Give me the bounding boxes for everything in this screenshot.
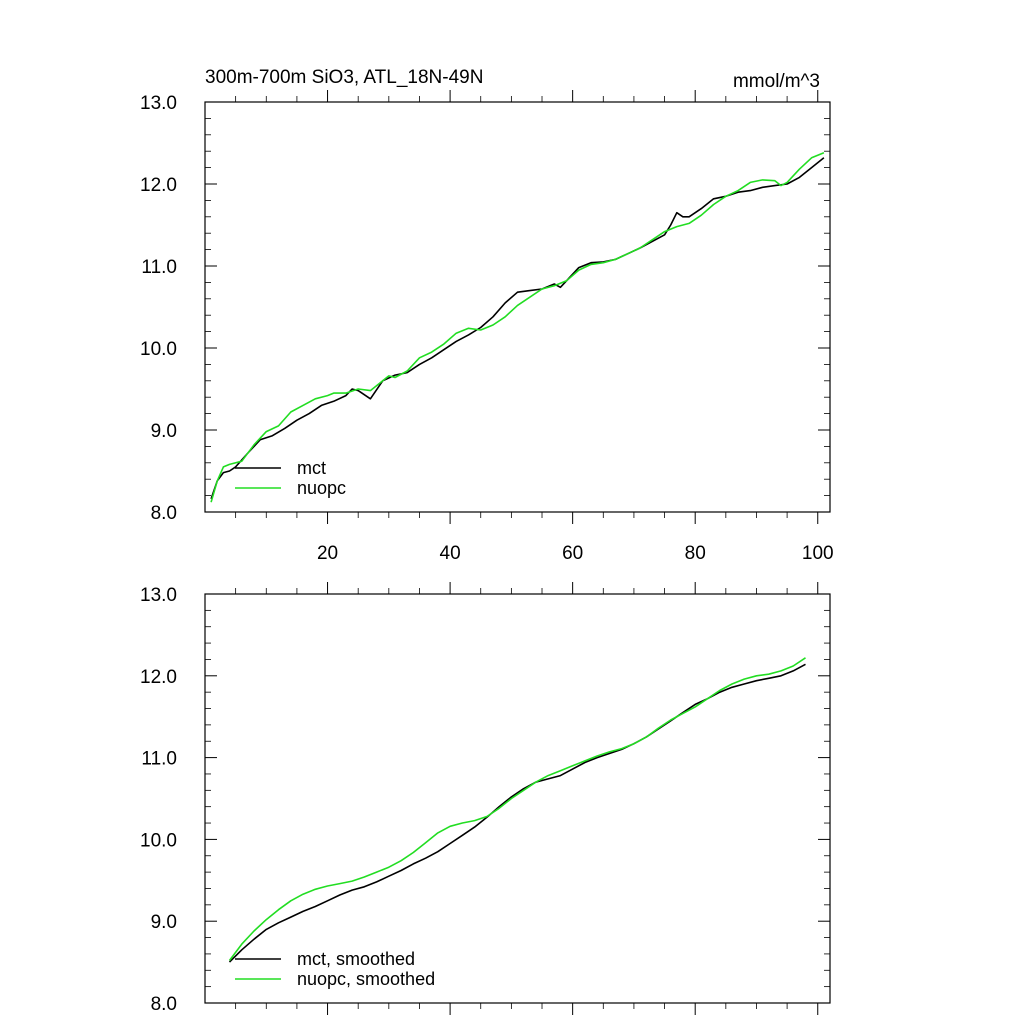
y-tick-label: 12.0 <box>140 667 177 688</box>
chart-title: 300m-700m SiO3, ATL_18N-49N <box>205 67 483 88</box>
plot-frame <box>204 593 831 1004</box>
y-tick-label: 11.0 <box>141 749 177 770</box>
units-label: mmol/m^3 <box>733 71 820 92</box>
x-tick-label: 80 <box>685 543 706 564</box>
y-tick-label: 10.0 <box>140 339 177 360</box>
series-line-nuopc-smoothed <box>228 657 806 961</box>
series-line-mct <box>210 157 825 500</box>
y-tick-label: 9.0 <box>151 912 177 933</box>
y-tick-label: 8.0 <box>151 994 177 1015</box>
series-line-mct-smoothed <box>228 663 806 963</box>
y-tick-label: 13.0 <box>140 93 177 114</box>
legend-label: nuopc, smoothed <box>297 969 435 989</box>
panel-top: 8.0 9.0 10.0 11.0 12.0 13.0 20 40 60 80 100 mctnuop… <box>140 67 834 564</box>
y-tick-label: 10.0 <box>140 830 177 851</box>
legend-label: nuopc <box>297 478 346 498</box>
x-tick-label: 100 <box>802 543 834 564</box>
x-tick-label: 20 <box>317 543 338 564</box>
y-tick-label: 13.0 <box>140 585 177 606</box>
x-tick-label: 60 <box>562 543 583 564</box>
y-tick-label: 12.0 <box>140 175 177 196</box>
legend-label: mct, smoothed <box>297 949 415 969</box>
legend-label: mct <box>297 458 326 478</box>
plot-frame <box>204 101 831 513</box>
panel-bottom: 8.0 9.0 10.0 11.0 12.0 13.0 mct, smoothednuopc… <box>140 582 831 1015</box>
x-tick-label: 40 <box>440 543 461 564</box>
y-tick-label: 9.0 <box>151 421 177 442</box>
y-tick-label: 11.0 <box>141 257 177 278</box>
y-tick-label: 8.0 <box>151 503 177 524</box>
series-line-nuopc <box>210 152 825 503</box>
